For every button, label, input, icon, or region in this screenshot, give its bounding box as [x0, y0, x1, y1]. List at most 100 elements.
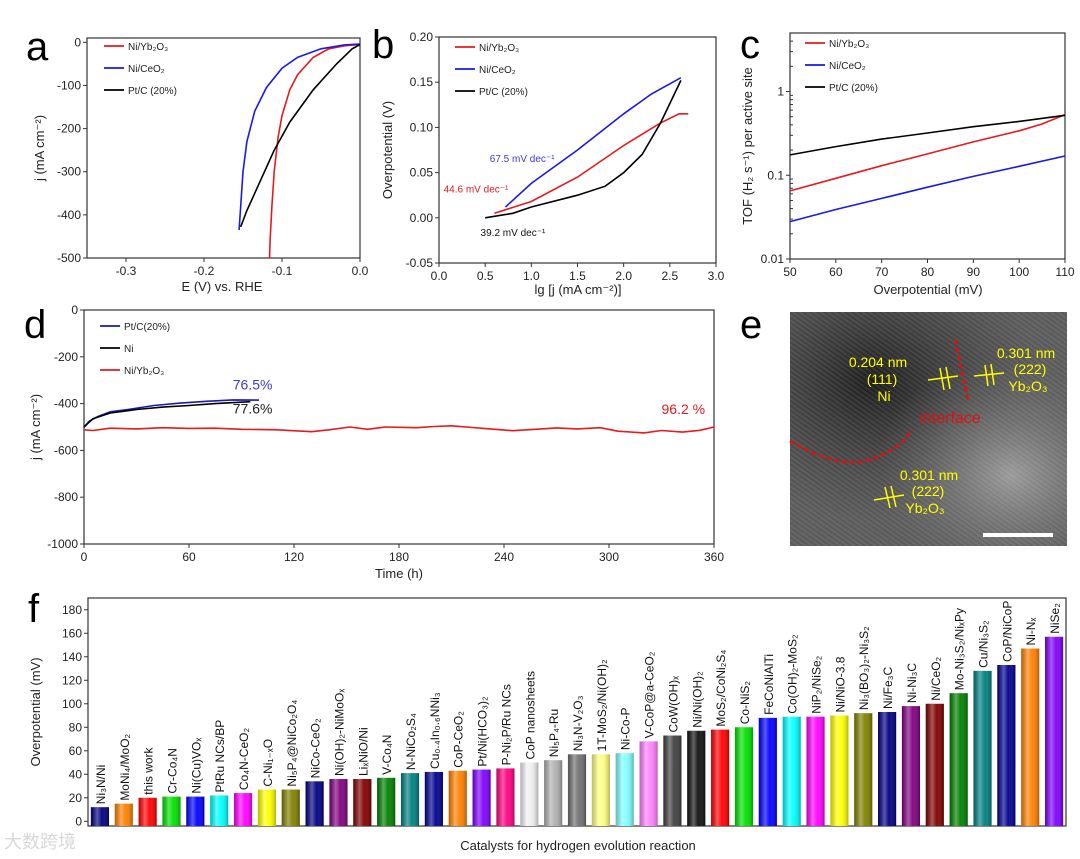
x-tick-label: 2.5	[661, 269, 678, 283]
bar-label: Ni(OH)₂-NiMoOₓ	[332, 689, 346, 776]
bar-shade	[639, 741, 658, 826]
legend-label: Pt/C (20%)	[128, 86, 177, 97]
series-line-2	[83, 424, 715, 434]
bar-shade	[472, 769, 491, 826]
bar-label: Ni₅P₄@NiCo₂O₄	[285, 700, 299, 787]
legend-label: Pt/C(20%)	[124, 322, 170, 333]
bar-label: Co₄N-CeO₂	[237, 728, 251, 791]
series-line-1	[238, 43, 361, 231]
bar-label: CoP/NiCoP	[1000, 601, 1014, 662]
y-tick-label: -400	[54, 397, 78, 411]
yb2o3-phase-label: Yb₂O₃	[1008, 378, 1047, 394]
y-tick-label: -500	[57, 251, 81, 265]
series-line-0	[268, 43, 361, 259]
bar-shade	[353, 778, 372, 826]
annotation-label: 77.6%	[233, 400, 273, 416]
y-tick-label: -400	[57, 208, 81, 222]
bar-shade	[734, 727, 754, 826]
bar-shade	[520, 762, 539, 826]
y-tick-label: 80	[69, 720, 83, 734]
lattice-marker-icon	[873, 363, 1005, 509]
y-tick-label: 0.20	[410, 30, 434, 44]
x-tick-label: 60	[829, 265, 843, 279]
series-line-0	[494, 113, 689, 215]
y-tick-label: 1	[777, 85, 784, 99]
x-tick-label: 300	[599, 550, 619, 564]
bar-label: Ni/CeO₂	[929, 656, 943, 700]
y-tick-label: 20	[69, 791, 83, 805]
y-tick-label: -200	[54, 350, 78, 364]
x-tick-label: 70	[875, 265, 889, 279]
bar-label: NiCo-CeO₂	[309, 718, 323, 778]
bar-label: NiSe₂	[1048, 603, 1062, 634]
x-tick-label: 60	[182, 550, 196, 564]
chart-panel-a: 0 -100 -200 -300 -400 -500 -0.3 -0.2 -0.1 0.0 E (V…	[32, 35, 369, 294]
x-tick-label: 3.0	[708, 269, 725, 283]
legend-label: Ni/CeO₂	[479, 65, 516, 76]
x-tick-label: 240	[494, 550, 514, 564]
bar-shade	[901, 706, 921, 826]
interface-line-curve	[789, 429, 914, 464]
bar-shade	[949, 693, 968, 826]
bar-label: P-Ni₂P/Ru NCs	[499, 684, 513, 765]
bar-shade	[997, 664, 1016, 826]
bar-shade	[806, 716, 825, 826]
bar-label: MoS₂/CoNi₂S₄	[714, 650, 728, 727]
ni-spacing-label: 0.204 nm	[849, 354, 907, 370]
x-axis-title: Overpotential (mV)	[873, 282, 982, 297]
y-tick-label: 0	[74, 35, 81, 49]
bar-label: Ni₃N-V₂O₃	[571, 695, 585, 751]
legend-label: Ni	[124, 344, 133, 355]
x-axis-title: Time (h)	[375, 566, 423, 581]
y-tick-label: -100	[57, 78, 81, 92]
plot-frame	[86, 37, 361, 259]
bar-shade	[973, 670, 992, 826]
bar-shade	[114, 803, 133, 826]
plots: 0 -100 -200 -300 -400 -500 -0.3 -0.2 -0.1 0.0 E (V…	[28, 30, 1075, 853]
bar-label: Ni(Cu)VOₓ	[189, 738, 203, 794]
bar-label: CoW(OH)ₓ	[666, 676, 680, 733]
y-axis-title: j (mA cm⁻²)	[28, 394, 43, 461]
bar-shade	[1021, 648, 1040, 826]
bar-shade	[186, 796, 205, 826]
x-tick-label: 2.0	[615, 269, 632, 283]
x-axis-title: Catalysts for hydrogen evolution reactio…	[460, 838, 696, 853]
bar-label: this work	[142, 746, 156, 794]
x-tick-label: 180	[389, 550, 409, 564]
y-tick-label: 0.00	[410, 211, 434, 225]
y-tick-label: 60	[69, 744, 83, 758]
x-tick-label: -0.2	[194, 264, 215, 278]
y-tick-label: 160	[62, 626, 82, 640]
x-tick-label: 50	[783, 265, 797, 279]
bar-shade	[615, 753, 634, 826]
bar-label: C-Ni₁₋ₓO	[261, 739, 275, 787]
ni-phase-label: Ni	[877, 388, 890, 404]
bar-shade	[162, 796, 181, 826]
bar-label: Co(OH)₂-MoS₂	[786, 634, 800, 714]
legend-label: Ni/Yb₂O₃	[829, 39, 869, 50]
scale-bar	[983, 533, 1053, 537]
bar-label: 1T-MoS₂/Ni(OH)₂	[595, 659, 609, 751]
series-line-1	[83, 400, 251, 428]
series-line-1	[504, 76, 682, 208]
bar-shade	[257, 789, 276, 826]
bar-shade	[854, 713, 873, 826]
bar-label: Ni₃(BO₃)₂-Ni₃S₂	[857, 626, 871, 710]
panel-label-b: b	[372, 23, 394, 67]
bar-shade	[305, 781, 324, 826]
bar-shade	[138, 797, 157, 826]
y-tick-label: 140	[62, 650, 82, 664]
bar-shade	[281, 789, 300, 826]
series-line-1	[789, 155, 1066, 223]
bar-label: Pt/Ni(HCO₃)₂	[476, 696, 490, 767]
bar-label: Ni/Fe₃C	[881, 666, 895, 709]
x-tick-label: 120	[284, 550, 304, 564]
y-tick-label: 0.01	[761, 252, 785, 266]
bar-shade	[567, 754, 587, 826]
x-tick-label: 0	[81, 550, 88, 564]
bar-shade	[758, 717, 777, 826]
bar-label: Ni-Nₓ	[1024, 618, 1038, 646]
y-axis-title: Overpotential (V)	[380, 101, 395, 199]
